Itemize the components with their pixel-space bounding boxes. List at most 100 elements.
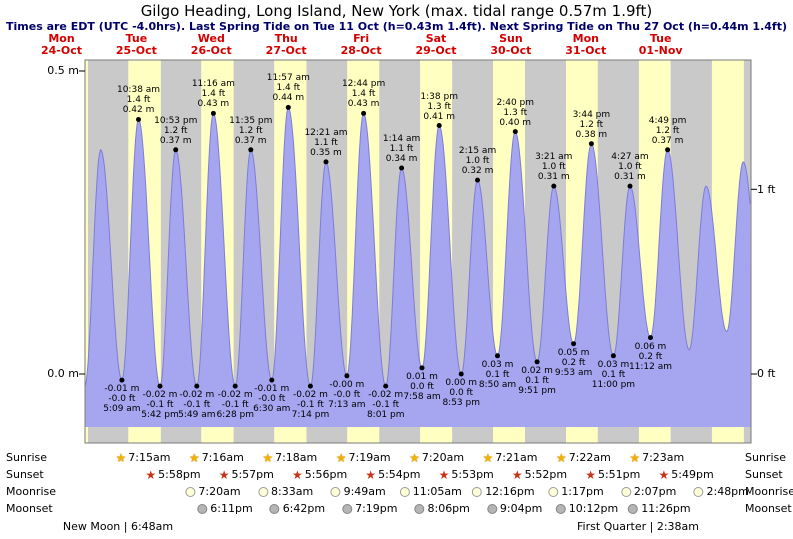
sunset-sun-star-icon: ★ [292,468,303,482]
high-tide-annotation: 2:40 pm 1.3 ft 0.40 m [496,97,535,128]
sunset-entry: ★ 5:54pm [365,468,420,482]
moonset-entry: 9:04pm [486,502,542,516]
sunset-sun-star-icon: ★ [511,468,523,482]
tide-extreme-dot [307,383,313,389]
moonrise-moon-icon [548,487,559,497]
sunrise-row-label-left: Sunrise [6,451,48,464]
low-tide-annotation: -0.02 m -0.1 ft 8:01 pm [366,390,405,421]
moonrise-time: 1:17pm [561,485,604,498]
sunrise-entry: ★ 7:18am [262,451,317,465]
tide-extreme-dot [551,183,557,189]
moonrise-entry: 8:33am [258,485,313,499]
low-tide-annotation: 0.00 m 0.0 ft 8:53 pm [442,378,480,408]
sunrise-sun-star-icon: ★ [115,451,127,465]
day-label-mon-24-oct: Mon 24-Oct [40,32,83,57]
page-title: Gilgo Heading, Long Island, New York (ma… [140,2,653,20]
sunset-time: 5:56pm [304,468,348,481]
high-tide-annotation: 12:44 pm 1.4 ft 0.43 m [341,79,386,110]
high-tide-annotation: 2:15 am 1.0 ft 0.32 m [458,146,497,177]
low-tide-annotation: 0.06 m 0.2 ft 11:12 am [628,341,673,372]
day-label-wed-26-oct: Wed 26-Oct [190,32,232,57]
moonset-moon-icon [342,504,353,514]
tide-extreme-dot [648,335,653,341]
low-tide-annotation: 0.05 m 0.2 ft 9:53 am [554,347,593,378]
low-tide-annotation: 0.03 m 0.1 ft 8:50 am [478,359,517,390]
high-tide-annotation: 10:53 pm 1.2 ft 0.37 m [154,115,198,146]
high-tide-annotation: 4:49 pm 1.2 ft 0.37 m [648,115,687,146]
high-tide-annotation: 11:57 am 1.4 ft 0.44 m [266,73,310,104]
moonrise-entry: 9:49am [330,485,386,499]
sunrise-entry: ★ 7:15am [116,451,171,465]
day-label-mon-31-oct: Mon 31-Oct [565,32,607,57]
low-tide-annotation: -0.02 m -0.1 ft 6:28 pm [216,390,255,421]
tide-extreme-dot [210,110,216,116]
low-tide-annotation: 0.01 m 0.0 ft 7:58 am [403,371,441,402]
high-tide-annotation: 11:16 am 1.4 ft 0.43 m [191,79,235,110]
sunrise-time: 7:15am [128,451,171,464]
moonrise-entry: 11:05am [399,485,462,499]
sunrise-sun-star-icon: ★ [482,451,494,465]
moonset-time: 11:26pm [641,502,691,515]
tide-extreme-dot [119,377,125,383]
high-tide-annotation: 1:14 am 1.1 ft 0.34 m [382,133,421,164]
tide-extreme-dot [399,165,405,171]
low-tide-annotation: 0.02 m 0.1 ft 9:51 pm [518,365,556,396]
moonrise-time: 8:33am [271,485,314,498]
high-tide-annotation: 1:38 pm 1.3 ft 0.41 m [420,91,458,122]
sunset-sun-star-icon: ★ [218,468,230,482]
sunset-row-label-left: Sunset [6,468,44,481]
moonrise-entry: 7:20am [185,485,241,499]
tide-extreme-dot [136,117,141,122]
low-tide-annotation: -0.01 m -0.0 ft 5:09 am [103,384,141,415]
sunrise-time: 7:20am [421,451,465,464]
tide-extreme-dot [475,177,480,183]
tide-extreme-dot [627,183,633,189]
moonrise-moon-icon [185,487,196,497]
sunrise-time: 7:18am [275,451,318,464]
sunset-time: 5:54pm [378,468,421,481]
day-label-sun-30-oct: Sun 30-Oct [490,32,532,57]
moonrise-time: 12:16pm [485,485,535,498]
low-tide-annotation: -0.00 m -0.0 ft 7:13 am [328,379,366,410]
sunrise-time: 7:23am [642,451,685,464]
sunrise-entry: ★ 7:20am [409,451,464,465]
moonrise-moon-icon [330,487,341,497]
sunset-sun-star-icon: ★ [365,468,377,482]
sunset-entry: ★ 5:53pm [439,468,494,482]
sunset-entry: ★ 5:49pm [659,468,714,482]
sunrise-time: 7:16am [201,451,244,464]
daylight-band [85,60,88,443]
moonset-moon-icon [197,504,208,514]
moonrise-moon-icon [620,487,631,497]
sunrise-entry: ★ 7:21am [483,451,538,465]
high-tide-annotation: 12:21 am 1.1 ft 0.35 m [304,127,348,158]
moonrise-entry: 2:07pm [620,485,676,499]
tide-extreme-dot [194,383,200,389]
moonrise-entry: 12:16pm [472,485,535,499]
sunset-time: 5:49pm [671,468,714,481]
tide-extreme-dot [323,159,329,165]
moonset-time: 7:19pm [355,502,398,515]
day-label-sat-29-oct: Sat 29-Oct [415,32,457,57]
tide-extreme-dot [665,147,671,153]
sunset-entry: ★ 5:57pm [219,468,274,482]
moonrise-row-label-left: Moonrise [6,485,56,498]
tide-extreme-dot [419,365,425,371]
tide-extreme-dot [436,123,442,128]
sunset-time: 5:58pm [158,468,201,481]
sunrise-entry: ★ 7:23am [629,451,684,465]
moonrise-time: 11:05am [412,485,462,498]
tide-extreme-dot [610,353,616,359]
moonset-entry: 10:12pm [555,502,618,516]
moonrise-time: 7:20am [198,485,241,498]
moonset-entry: 6:11pm [197,502,253,516]
plot-border [84,59,752,444]
moonrise-moon-icon [258,487,269,497]
y-axis-tick-label-0m: 0.0 m [47,367,79,380]
moonrise-moon-icon [472,487,483,497]
moonset-entry: 11:26pm [628,502,691,516]
sunset-entry: ★ 5:51pm [585,468,640,482]
high-tide-annotation: 4:27 am 1.0 ft 0.31 m [611,152,649,183]
y-axis-tick-label-0p5m: 0.5 m [47,64,79,77]
